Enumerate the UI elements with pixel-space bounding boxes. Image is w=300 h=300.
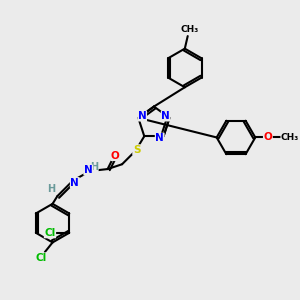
Text: N: N (84, 165, 93, 175)
Text: O: O (111, 151, 120, 160)
Text: N: N (138, 111, 146, 121)
Text: N: N (161, 111, 170, 121)
Text: H: H (47, 184, 56, 194)
Text: N: N (70, 178, 79, 188)
Text: H: H (90, 162, 98, 172)
Text: Cl: Cl (35, 253, 46, 263)
Text: CH₃: CH₃ (181, 25, 199, 34)
Text: Cl: Cl (44, 228, 56, 238)
Text: N: N (155, 133, 164, 143)
Text: S: S (133, 145, 140, 155)
Text: O: O (263, 132, 272, 142)
Text: CH₃: CH₃ (281, 133, 299, 142)
